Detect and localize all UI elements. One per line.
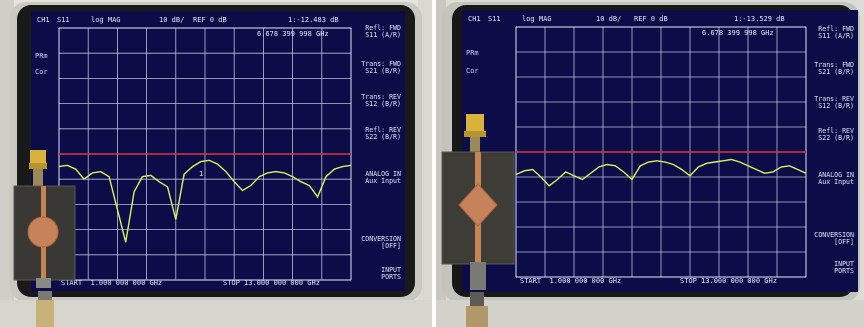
photo-right: CH1 S11 log MAG 10 dB/ REF 0 dB 1:-13.52… (436, 0, 864, 327)
param-label: S11 (57, 16, 70, 24)
antenna-board-left (13, 150, 76, 288)
annotation-cor: Cor (466, 67, 479, 75)
photo-left: CH1 S11 log MAG 10 dB/ REF 0 dB 1:-12.48… (0, 0, 432, 327)
channel-label: CH1 (468, 15, 481, 23)
softkey-conversion[interactable]: CONVERSION [OFF] (814, 231, 854, 246)
vna-screen-right: CH1 S11 log MAG 10 dB/ REF 0 dB 1:-13.52… (462, 10, 858, 292)
marker-flag: 1 (199, 170, 204, 178)
format-label: log MAG (91, 16, 121, 24)
marker-frequency: 6.678 399 998 GHz (257, 30, 329, 38)
s11-trace (58, 159, 352, 243)
stop-frequency: STOP 13.000 000 000 GHz (223, 279, 320, 287)
softkey-trans-fwd[interactable]: Trans: FWD S21 (B/R) (361, 60, 401, 75)
antenna-board-right (441, 114, 515, 290)
marker-value: 1:-12.483 dB (288, 16, 339, 24)
annotation-prm: PRm (35, 52, 48, 60)
ref-label: REF 0 dB (193, 16, 227, 24)
softkey-input-ports[interactable]: INPUT PORTS (381, 266, 401, 281)
softkey-refl-fwd[interactable]: Refl: FWD S11 (A/R) (818, 25, 854, 40)
softkey-input-ports[interactable]: INPUT PORTS (834, 260, 854, 275)
softkey-trans-rev[interactable]: Trans: REV S12 (B/R) (814, 95, 854, 110)
softkey-analog-in[interactable]: ANALOG IN Aux Input (365, 170, 401, 185)
param-label: S11 (488, 15, 501, 23)
trace-plot-right (515, 26, 807, 278)
softkey-trans-fwd[interactable]: Trans: FWD S21 (B/R) (814, 61, 854, 76)
stop-frequency: STOP 13.000 000 000 GHz (680, 277, 777, 285)
annotation-cor: Cor (35, 68, 48, 76)
softkey-analog-in[interactable]: ANALOG IN Aux Input (818, 171, 854, 186)
start-frequency: START 1.000 000 000 GHz (61, 279, 163, 287)
scale-label: 10 dB/ (159, 16, 185, 24)
marker-value: 1:-13.529 dB (734, 15, 785, 23)
s11-trace (515, 158, 807, 187)
marker-frequency: 6.678 399 998 GHz (702, 29, 774, 37)
channel-label: CH1 (37, 16, 50, 24)
scale-label: 10 dB/ (596, 15, 622, 23)
vna-screen-left: CH1 S11 log MAG 10 dB/ REF 0 dB 1:-12.48… (31, 11, 405, 291)
softkey-trans-rev[interactable]: Trans: REV S12 (B/R) (361, 93, 401, 108)
trace-plot-left (58, 27, 352, 281)
annotation-prm: PRm (466, 49, 479, 57)
softkey-refl-fwd[interactable]: Refl: FWD S11 (A/R) (365, 24, 401, 39)
softkey-conversion[interactable]: CONVERSION [OFF] (361, 235, 401, 250)
format-label: log MAG (522, 15, 552, 23)
softkey-refl-rev[interactable]: Refl: REV S22 (B/R) (365, 126, 401, 141)
softkey-refl-rev[interactable]: Refl: REV S22 (B/R) (818, 127, 854, 142)
start-frequency: START 1.000 000 000 GHz (520, 277, 622, 285)
ref-label: REF 0 dB (634, 15, 668, 23)
